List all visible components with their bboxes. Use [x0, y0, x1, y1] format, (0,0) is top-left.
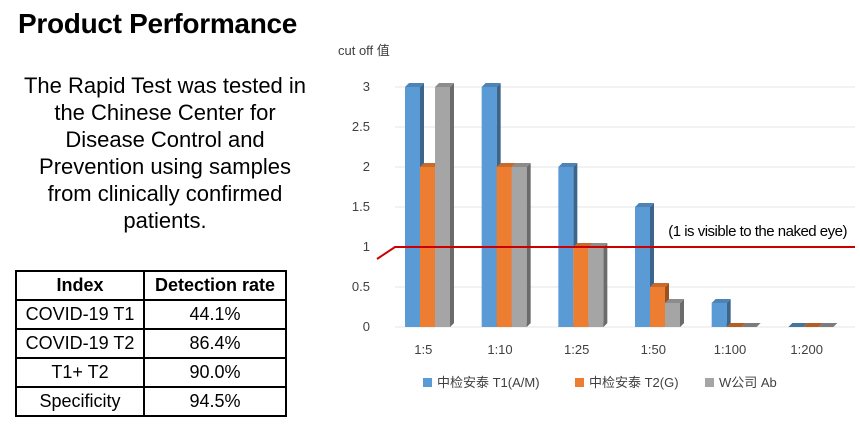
table-row: Specificity 94.5% — [15, 386, 287, 417]
threshold-label: (1 is visible to the naked eye) — [668, 223, 847, 240]
test-description: The Rapid Test was tested in the Chinese… — [23, 73, 307, 233]
bar-face — [650, 287, 665, 327]
legend-label: W公司 Ab — [719, 375, 777, 390]
table-row: T1+ T2 90.0% — [15, 357, 287, 388]
detection-rate-table: Index Detection rate COVID-19 T1 44.1% C… — [15, 270, 287, 417]
bar — [803, 323, 823, 327]
cell-rate: 86.4% — [143, 328, 287, 359]
cell-metric: COVID-19 T1 — [15, 299, 145, 330]
x-tick-label: 1:5 — [414, 342, 432, 357]
bar — [741, 323, 761, 327]
bar-top — [665, 299, 684, 303]
legend-label: 中检安泰 T2(G) — [589, 375, 679, 390]
header-detection-rate: Detection rate — [143, 270, 287, 301]
bar-side — [726, 299, 731, 327]
bar-face — [435, 87, 450, 327]
bar-face — [573, 247, 589, 327]
cell-metric: Specificity — [15, 386, 145, 417]
cell-rate: 44.1% — [143, 299, 287, 330]
bar — [665, 299, 684, 327]
bar-top — [420, 163, 439, 167]
y-tick-label: 3 — [363, 79, 370, 94]
bar-top — [496, 163, 516, 167]
bar-base — [788, 323, 808, 327]
x-tick-label: 1:200 — [790, 342, 823, 357]
bar — [588, 243, 608, 327]
bar-side — [526, 163, 531, 327]
bar-top — [558, 163, 578, 167]
bar — [818, 323, 838, 327]
bar-face — [588, 247, 604, 327]
bar — [511, 163, 531, 327]
bar-face — [711, 303, 727, 327]
bar-top — [711, 299, 731, 303]
legend-label: 中检安泰 T1(A/M) — [437, 375, 540, 390]
bar-side — [680, 299, 684, 327]
bar-face — [635, 207, 650, 327]
bar-base — [818, 323, 838, 327]
y-tick-label: 2 — [363, 159, 370, 174]
gridlines — [395, 86, 855, 328]
bar-top — [511, 163, 531, 167]
bar — [726, 323, 746, 327]
table-header-row: Index Detection rate — [15, 270, 287, 301]
cutoff-chart: cut off 值 0 0.5 1 1.5 2 2.5 3 1:5 1:10 1:25 1:50 1… — [320, 30, 860, 443]
chart-legend: 中检安泰 T1(A/M) 中检安泰 T2(G) W公司 Ab — [423, 375, 777, 390]
cell-metric: COVID-19 T2 — [15, 328, 145, 359]
bar — [711, 299, 731, 327]
bar-side — [450, 83, 454, 327]
cell-metric: T1+ T2 — [15, 357, 145, 388]
bar-side — [603, 243, 608, 327]
x-tick-labels: 1:5 1:10 1:25 1:50 1:100 1:200 — [414, 342, 823, 357]
bar-top — [635, 203, 654, 207]
y-tick-labels: 0 0.5 1 1.5 2 2.5 3 — [352, 79, 370, 334]
table-row: COVID-19 T2 86.4% — [15, 328, 287, 359]
bar-base — [741, 323, 761, 327]
page-title: Product Performance — [18, 8, 298, 39]
bar-base — [726, 323, 746, 327]
y-tick-label: 2.5 — [352, 119, 370, 134]
header-index: Index — [15, 270, 145, 301]
y-axis-label: cut off 值 — [338, 43, 390, 58]
y-tick-label: 1 — [363, 239, 370, 254]
legend-swatch — [705, 378, 714, 387]
bar — [788, 323, 808, 327]
y-tick-label: 0 — [363, 319, 370, 334]
bar-face — [481, 87, 497, 327]
x-tick-label: 1:10 — [487, 342, 512, 357]
bar — [435, 83, 454, 327]
bar-top — [650, 283, 669, 287]
y-tick-label: 1.5 — [352, 199, 370, 214]
x-tick-label: 1:50 — [641, 342, 666, 357]
cell-rate: 90.0% — [143, 357, 287, 388]
threshold-line: (1 is visible to the naked eye) — [376, 223, 855, 260]
bar-face — [405, 87, 420, 327]
bar-top — [435, 83, 454, 87]
bar-chart: cut off 值 00.511.522.53 1:5 1:10 1:25 1:50 1… — [338, 43, 855, 390]
x-tick-label: 1:25 — [564, 342, 589, 357]
y-tick-label: 0.5 — [352, 279, 370, 294]
bar-base — [803, 323, 823, 327]
bar-top — [405, 83, 424, 87]
cell-rate: 94.5% — [143, 386, 287, 417]
bar-series — [405, 83, 838, 327]
legend-swatch — [423, 378, 432, 387]
bar-top — [481, 83, 501, 87]
table-row: COVID-19 T1 44.1% — [15, 299, 287, 330]
threshold-line-stroke — [376, 246, 855, 260]
legend-swatch — [575, 378, 584, 387]
x-tick-label: 1:100 — [714, 342, 747, 357]
bar-face — [665, 303, 680, 327]
